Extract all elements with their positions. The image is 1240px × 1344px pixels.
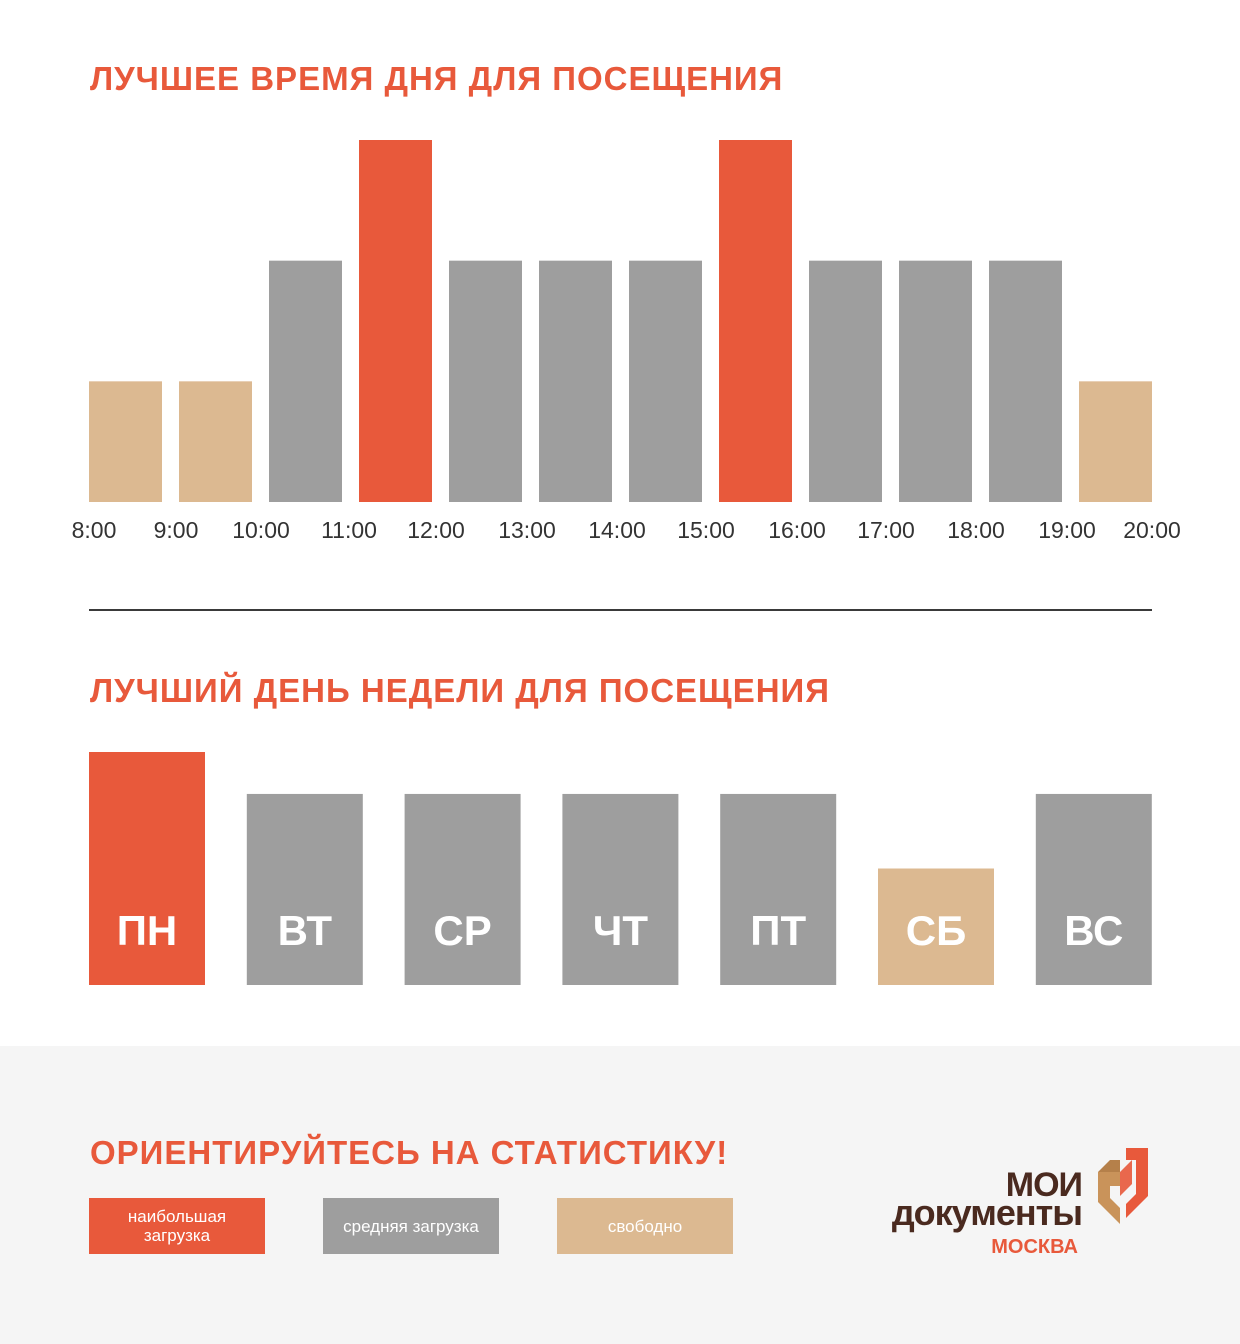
legend-high: наибольшая загрузка xyxy=(89,1198,265,1254)
hour-bar-2 xyxy=(269,260,342,502)
day-label: ЧТ xyxy=(593,907,649,954)
day-label: СБ xyxy=(906,907,967,954)
logo-mark-icon xyxy=(1098,1148,1148,1224)
hour-bar-4 xyxy=(449,260,522,502)
day-label: СР xyxy=(433,907,491,954)
hour-bar-11 xyxy=(1079,381,1152,502)
logo-line1: МОИ xyxy=(1005,1166,1083,1204)
hour-tick-label: 18:00 xyxy=(947,517,1005,543)
day-label: ВС xyxy=(1064,907,1123,954)
footer-title: ОРИЕНТИРУЙТЕСЬ НА СТАТИСТИКУ! xyxy=(90,1134,729,1171)
days-chart-title: ЛУЧШИЙ ДЕНЬ НЕДЕЛИ ДЛЯ ПОСЕЩЕНИЯ xyxy=(90,672,830,709)
logo-city: МОСКВА xyxy=(991,1236,1078,1258)
day-label: ПТ xyxy=(750,907,806,954)
hour-tick-label: 12:00 xyxy=(407,517,465,543)
section-divider xyxy=(89,609,1152,611)
day-bar-5 xyxy=(878,868,994,985)
day-bar-6 xyxy=(1035,793,1152,985)
hour-tick-label: 11:00 xyxy=(321,517,377,543)
footer-panel: ОРИЕНТИРУЙТЕСЬ НА СТАТИСТИКУ! наибольшая… xyxy=(0,1046,1240,1344)
hour-tick-label: 10:00 xyxy=(232,517,290,543)
moi-dokumenty-logo: МОИ документы МОСКВА xyxy=(870,1146,1170,1266)
days-chart: ПН ВТ СР ЧТ ПТ СБ ВС xyxy=(89,752,1152,985)
hour-bar-6 xyxy=(629,260,702,502)
day-label: ВТ xyxy=(278,907,333,954)
day-bar-3 xyxy=(562,793,679,985)
hour-tick-label: 8:00 xyxy=(72,517,117,543)
day-bar-2 xyxy=(404,793,521,985)
hour-bar-3 xyxy=(359,140,432,502)
legend-medium: средняя загрузка xyxy=(323,1198,499,1254)
day-bar-0 xyxy=(89,752,205,985)
hour-bar-10 xyxy=(989,260,1062,502)
hour-bar-1 xyxy=(179,381,252,502)
hour-bar-0 xyxy=(89,381,162,502)
hours-chart-title: ЛУЧШЕЕ ВРЕМЯ ДНЯ ДЛЯ ПОСЕЩЕНИЯ xyxy=(90,60,784,97)
day-bar-1 xyxy=(246,793,363,985)
hour-tick-label: 17:00 xyxy=(857,517,915,543)
hour-tick-label: 9:00 xyxy=(154,517,199,543)
day-label: ПН xyxy=(117,907,178,954)
logo-line2: документы xyxy=(891,1192,1083,1233)
hour-tick-label: 19:00 xyxy=(1038,517,1096,543)
day-bar-4 xyxy=(720,793,837,985)
hour-tick-label: 16:00 xyxy=(768,517,826,543)
hour-tick-label: 20:00 xyxy=(1123,517,1181,543)
hour-bar-8 xyxy=(809,260,882,502)
hour-tick-label: 14:00 xyxy=(588,517,646,543)
hours-chart: 8:00 9:00 10:00 11:00 12:00 13:00 14:00 15:00 16… xyxy=(72,140,1181,543)
hour-tick-label: 13:00 xyxy=(498,517,556,543)
hour-bar-7 xyxy=(719,140,792,502)
hour-tick-label: 15:00 xyxy=(677,517,735,543)
hour-bar-9 xyxy=(899,260,972,502)
hour-bar-5 xyxy=(539,260,612,502)
legend-free: свободно xyxy=(557,1198,733,1254)
